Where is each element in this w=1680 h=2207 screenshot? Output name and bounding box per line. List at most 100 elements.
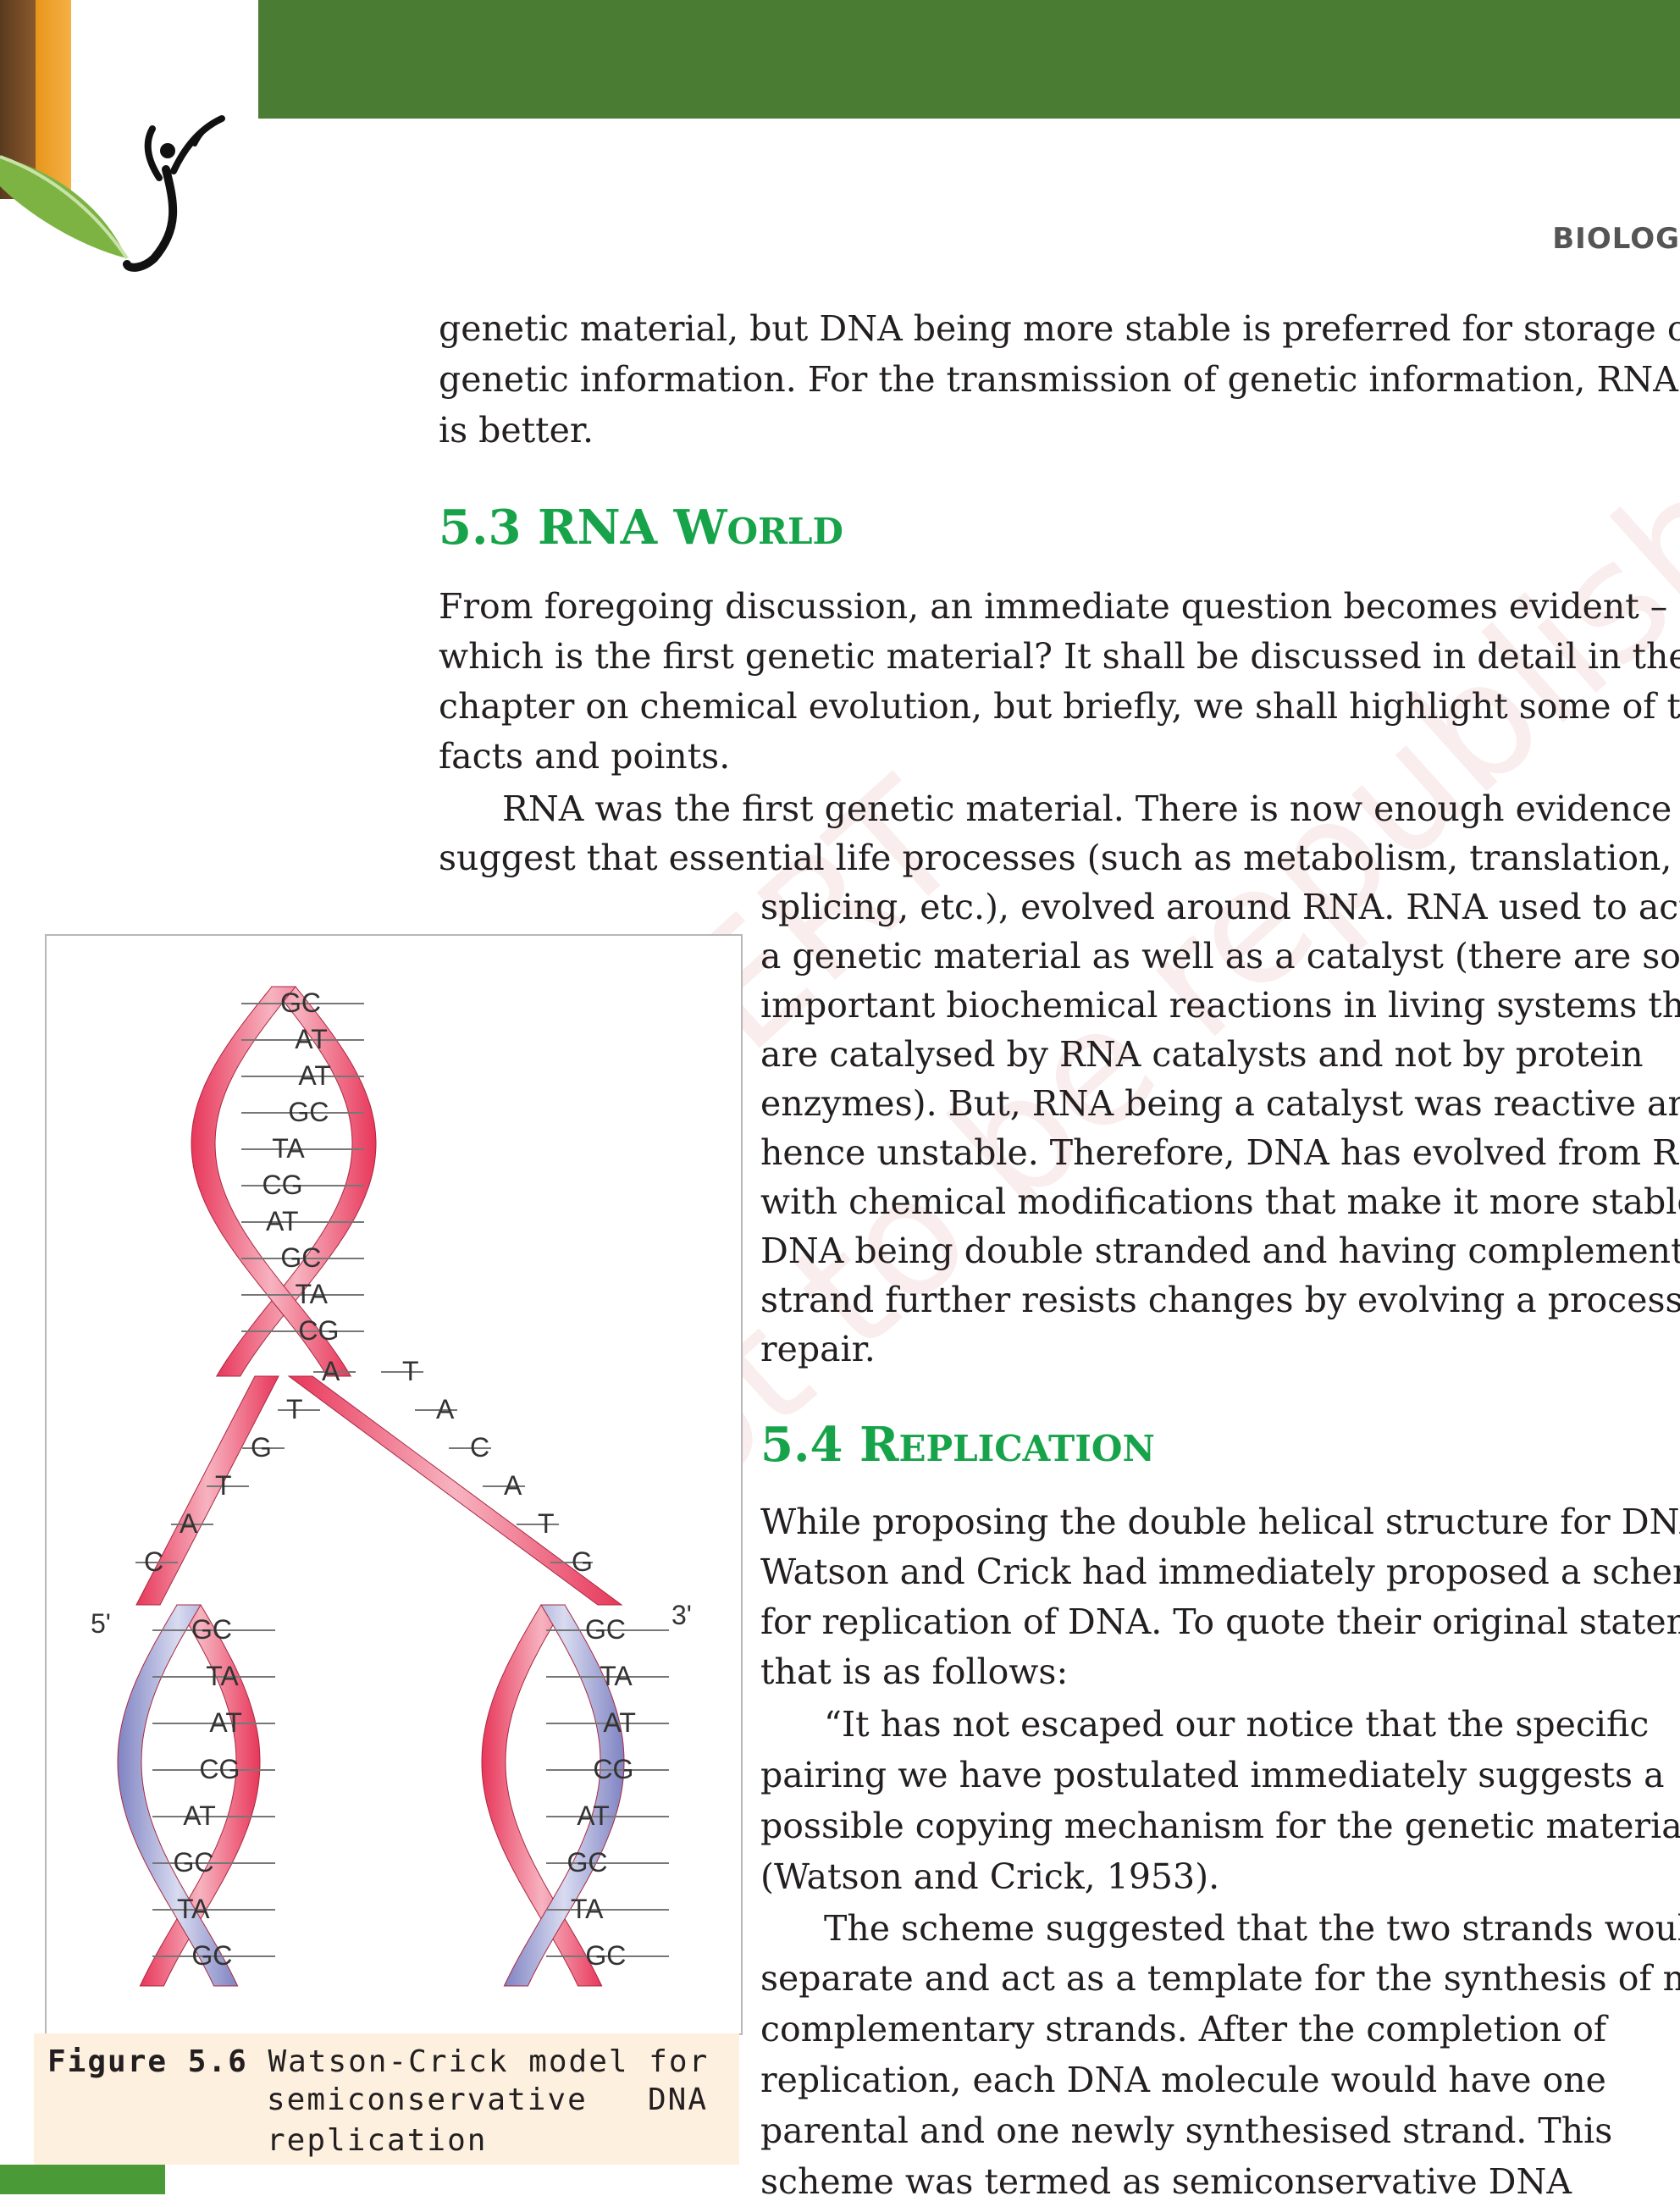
left-daughter-base-pair: TA: [177, 1894, 210, 1924]
right-daughter-base-pair: AT: [603, 1707, 636, 1738]
body-line: strand further resists changes by evolvi…: [760, 1280, 1680, 1320]
figure-label: Figure 5.6: [47, 2044, 248, 2079]
section-number: 5.4: [760, 1417, 843, 1473]
parent-base-pair: GC: [288, 1097, 329, 1127]
body-line: are catalysed by RNA catalysts and not b…: [760, 1034, 1644, 1075]
parental-strand-left: [135, 1375, 279, 1606]
parent-base-pair: TA: [272, 1133, 305, 1164]
header-green-bar: [258, 0, 1680, 119]
parent-base-pair: CG: [262, 1170, 302, 1200]
right-daughter-base-pair: TA: [600, 1661, 633, 1691]
parental-strand-right: [287, 1375, 623, 1606]
body-line: is better.: [439, 410, 594, 451]
body-line: The scheme suggested that the two strand…: [824, 1908, 1680, 1949]
right-unpaired-base: A: [436, 1394, 455, 1424]
body-line: repair.: [760, 1329, 876, 1369]
left-unpaired-base: A: [322, 1356, 340, 1386]
figure-5-6: GC AT AT GC TA CG AT GC TA CG GC TA AT CG AT GC TA GC GC TA…: [45, 934, 743, 2035]
left-daughter-base-pair: GC: [191, 1940, 232, 1971]
left-daughter-old-strand: [139, 1604, 261, 1987]
caption-line-1: Figure 5.6 Watson-Crick model for: [47, 2042, 709, 2083]
left-daughter-base-pair: AT: [183, 1800, 216, 1831]
left-daughter-base-pair: CG: [199, 1754, 240, 1784]
right-daughter-base-pair: AT: [577, 1800, 610, 1831]
body-line: which is the first genetic material? It …: [439, 636, 1680, 677]
left-unpaired-base: T: [286, 1394, 303, 1424]
caption-text-2a: semiconservative: [267, 2083, 588, 2117]
quote-line: pairing we have postulated immediately s…: [760, 1755, 1665, 1795]
left-unpaired-base: C: [144, 1546, 163, 1577]
body-line: a genetic material as well as a catalyst…: [760, 936, 1680, 976]
body-line: suggest that essential life processes (s…: [439, 838, 1672, 878]
left-daughter-base-pair: TA: [206, 1661, 239, 1691]
header-orange-strip: [36, 0, 71, 199]
parental-strand: [215, 986, 377, 1377]
quote-line: “It has not escaped our notice that the …: [824, 1704, 1650, 1745]
body-line: that is as follows:: [760, 1651, 1069, 1692]
parent-base-pair: AT: [266, 1206, 299, 1236]
figure-caption: Figure 5.6 Watson-Crick model for semico…: [34, 2033, 739, 2165]
body-line: Watson and Crick had immediately propose…: [760, 1552, 1680, 1592]
parent-base-pair: CG: [298, 1315, 339, 1346]
body-line: scheme was termed as semiconservative DN…: [760, 2161, 1572, 2202]
right-daughter-old-strand: [481, 1604, 603, 1987]
body-line: important biochemical reactions in livin…: [760, 985, 1680, 1026]
base-labels: GCATATGCTACGATGCTACGGCTAATCGATGCTAGCGCTA…: [144, 987, 636, 1971]
section-number: 5.3: [439, 500, 522, 556]
left-unpaired-base: A: [180, 1508, 198, 1539]
right-daughter-base-pair: GC: [566, 1847, 607, 1878]
parent-base-pair: TA: [295, 1279, 328, 1309]
section-title-first: RNA W: [537, 500, 727, 556]
caption-text-2b: DNA: [648, 2083, 709, 2117]
body-line: genetic material, but DNA being more sta…: [439, 308, 1680, 349]
parent-base-pair: AT: [298, 1060, 331, 1091]
parent-base-pair: GC: [280, 987, 321, 1018]
right-daughter-base-pair: GC: [585, 1614, 626, 1645]
section-title-first: R: [859, 1417, 899, 1473]
base-pair-lines: [135, 1003, 669, 1957]
body-line: enzymes). But, RNA being a catalyst was …: [760, 1083, 1680, 1124]
running-head: BIOLOG: [1552, 222, 1680, 256]
body-line: complementary strands. After the complet…: [760, 2009, 1607, 2049]
left-unpaired-base: T: [215, 1470, 232, 1501]
right-unpaired-base: T: [402, 1356, 419, 1386]
left-daughter-new-strand: [117, 1604, 239, 1987]
body-line: DNA being double stranded and having com…: [760, 1231, 1680, 1271]
three-prime-end-label: 3': [671, 1600, 692, 1630]
leaf-figure-logo: [0, 115, 225, 272]
body-line: From foregoing discussion, an immediate …: [439, 586, 1668, 627]
body-line: with chemical modifications that make it…: [760, 1181, 1680, 1222]
body-line: parental and one newly synthesised stran…: [760, 2110, 1613, 2151]
body-line: splicing, etc.), evolved around RNA. RNA…: [760, 887, 1680, 927]
right-unpaired-base: G: [572, 1546, 593, 1577]
body-line: genetic information. For the transmissio…: [439, 359, 1678, 400]
right-unpaired-base: T: [538, 1508, 555, 1539]
section-title-rest: ORLD: [727, 511, 843, 552]
section-title-rest: EPLICATION: [898, 1428, 1155, 1469]
parent-base-pair: AT: [295, 1024, 328, 1054]
right-daughter-base-pair: GC: [585, 1940, 626, 1971]
parent-base-pair: GC: [280, 1242, 321, 1273]
right-unpaired-base: A: [504, 1470, 522, 1501]
five-prime-end-label: 5': [91, 1608, 111, 1639]
helix-strands: [117, 986, 625, 1987]
right-daughter-new-strand: [503, 1604, 625, 1987]
body-line: facts and points.: [439, 736, 731, 777]
body-line: While proposing the double helical struc…: [760, 1502, 1680, 1542]
section-heading-5-3: 5.3 RNA WORLD: [439, 500, 843, 556]
left-daughter-base-pair: GC: [173, 1847, 213, 1878]
right-daughter-base-pair: CG: [593, 1754, 633, 1784]
body-line: RNA was the first genetic material. Ther…: [502, 788, 1680, 829]
parental-strand: [191, 986, 352, 1377]
left-unpaired-base: G: [251, 1432, 272, 1463]
body-line: replication, each DNA molecule would hav…: [760, 2060, 1606, 2100]
body-line: hence unstable. Therefore, DNA has evolv…: [760, 1132, 1680, 1173]
caption-text-3: replication: [267, 2123, 488, 2158]
body-line: chapter on chemical evolution, but brief…: [439, 686, 1680, 727]
section-heading-5-4: 5.4 REPLICATION: [760, 1417, 1155, 1473]
body-line: for replication of DNA. To quote their o…: [760, 1601, 1680, 1642]
left-daughter-base-pair: GC: [191, 1614, 232, 1645]
caption-text-1: Watson-Crick model for: [268, 2044, 710, 2079]
footer-green-tab: [0, 2165, 165, 2194]
right-unpaired-base: C: [470, 1432, 489, 1463]
